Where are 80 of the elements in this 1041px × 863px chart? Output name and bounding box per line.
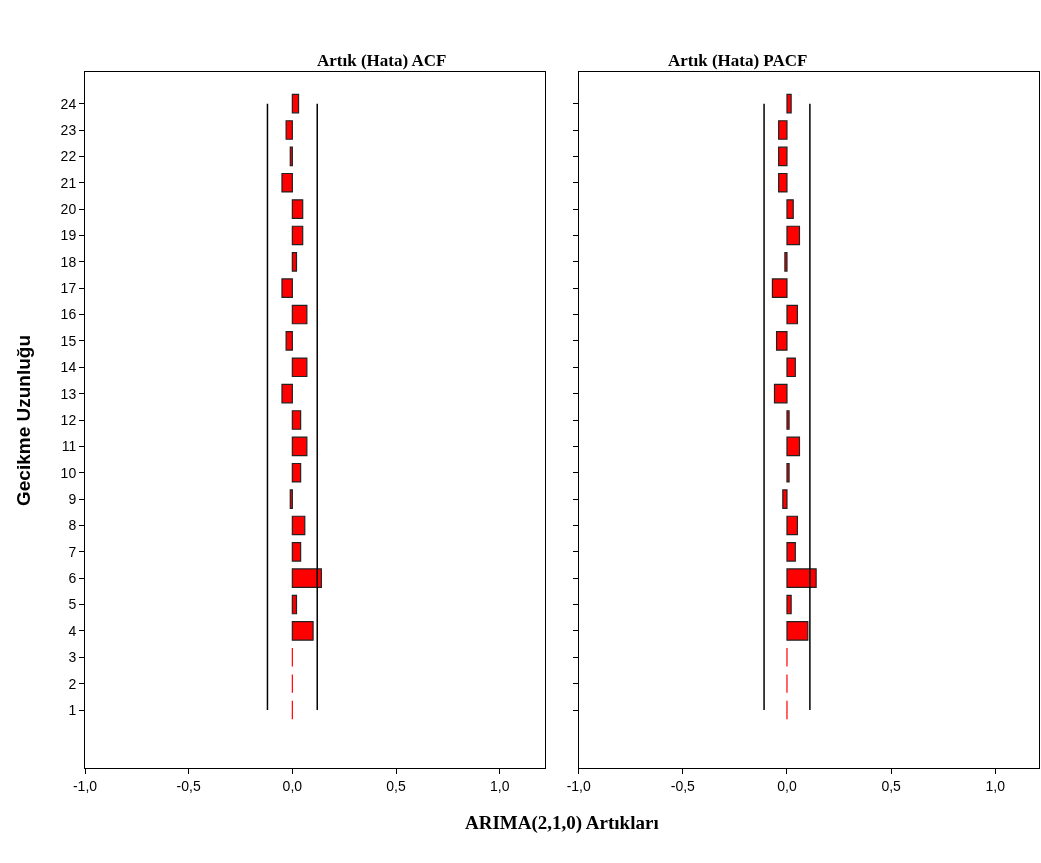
- x-tick-label: -0,5: [670, 777, 696, 794]
- y-tick-label: 17: [60, 280, 77, 297]
- bar: [771, 278, 788, 299]
- bar: [291, 436, 308, 457]
- bar: [786, 225, 801, 246]
- bar: [775, 331, 788, 351]
- bar: [281, 383, 293, 404]
- bar: [786, 541, 796, 562]
- y-tick-label: 13: [60, 385, 77, 402]
- bar: [786, 568, 817, 589]
- y-tick-label: 14: [60, 359, 77, 376]
- bar: [786, 304, 798, 325]
- y-tick-label: 9: [68, 490, 77, 507]
- x-tick-label: -1,0: [566, 777, 591, 794]
- x-tick-label: -0,5: [176, 777, 201, 794]
- bar: [289, 489, 293, 509]
- bar: [786, 93, 792, 114]
- bar: [291, 541, 302, 562]
- bar: [778, 146, 788, 167]
- y-tick-label: 15: [60, 332, 77, 349]
- bar: [782, 489, 788, 509]
- y-axis-title: Gecikme Uzunluğu: [12, 334, 34, 506]
- y-tick-label: 20: [60, 200, 77, 217]
- x-tick-label: 0,5: [881, 777, 902, 794]
- x-tick-label: 0,0: [282, 777, 303, 794]
- bar: [786, 199, 794, 219]
- y-tick-label: 23: [60, 121, 77, 138]
- bar: [786, 462, 790, 483]
- bar: [291, 410, 302, 430]
- bar: [291, 93, 300, 114]
- x-tick-label: 0,5: [386, 777, 406, 794]
- bar: [291, 515, 306, 536]
- y-tick-label: 22: [60, 148, 77, 165]
- y-tick-label: 21: [60, 174, 77, 191]
- bar: [291, 304, 308, 325]
- y-tick-label: 5: [68, 596, 77, 613]
- y-tick-label: 7: [68, 543, 77, 560]
- bar: [285, 331, 293, 351]
- x-tick-label: -1,0: [72, 777, 98, 794]
- y-tick-label: 2: [68, 675, 77, 692]
- y-tick-label: 6: [68, 570, 77, 587]
- bar: [281, 172, 293, 193]
- x-tick-label: 0,0: [777, 777, 797, 794]
- bar: [289, 146, 293, 167]
- x-axis-title: ARIMA(2,1,0) Artıkları: [465, 812, 659, 834]
- y-tick-label: 24: [60, 95, 77, 112]
- y-tick-label: 3: [68, 649, 77, 666]
- chart-title: Artık (Hata) PACF: [668, 51, 808, 70]
- x-tick-label: 1,0: [489, 777, 510, 794]
- bar: [786, 621, 809, 641]
- bar: [285, 120, 293, 140]
- bar: [291, 621, 314, 641]
- chart-title: Artık (Hata) ACF: [317, 51, 447, 70]
- bar: [778, 120, 788, 140]
- bar: [291, 225, 304, 246]
- bar: [773, 383, 788, 404]
- y-tick-label: 10: [60, 464, 77, 481]
- bar: [291, 568, 322, 589]
- bar: [291, 357, 308, 378]
- y-tick-label: 8: [68, 517, 77, 534]
- y-tick-label: 11: [61, 438, 77, 455]
- bar: [784, 251, 788, 272]
- bar: [291, 462, 302, 483]
- x-tick-label: 1,0: [985, 777, 1006, 794]
- bar: [291, 199, 304, 219]
- bar: [291, 594, 298, 615]
- bar: [786, 436, 801, 457]
- bar: [281, 278, 293, 299]
- y-tick-label: 1: [68, 701, 77, 718]
- bar: [786, 410, 790, 430]
- y-tick-label: 4: [68, 622, 77, 639]
- bar: [291, 251, 298, 272]
- bar: [786, 594, 792, 615]
- bar: [786, 515, 798, 536]
- y-tick-label: 19: [60, 227, 77, 244]
- bar: [786, 357, 796, 378]
- y-tick-label: 18: [60, 253, 77, 270]
- y-tick-label: 12: [60, 411, 77, 428]
- y-tick-label: 16: [60, 306, 77, 323]
- bar: [778, 172, 788, 193]
